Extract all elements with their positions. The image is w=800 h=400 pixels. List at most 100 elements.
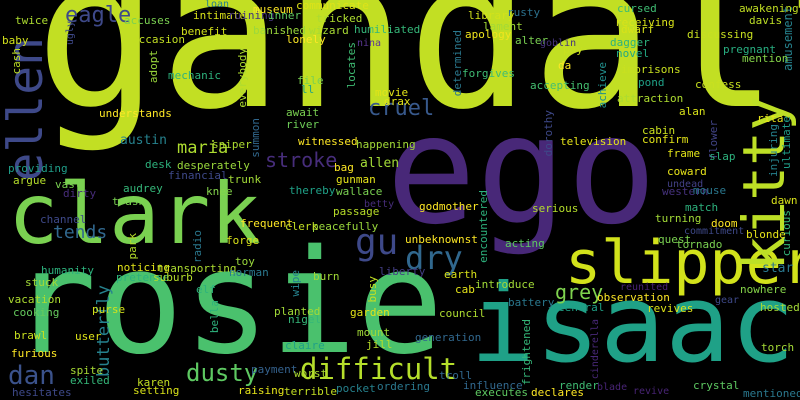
word-forge: forge [226, 234, 260, 247]
word-dirty: dirty [63, 187, 97, 200]
word-vacation: vacation [8, 293, 61, 306]
word-austin: austin [120, 133, 167, 148]
word-spite: spite [70, 364, 104, 377]
word-allen: allen [360, 156, 400, 171]
word-slipper: slipper [565, 228, 800, 298]
word-payment: payment [251, 363, 298, 376]
word-ego: ego [386, 84, 657, 258]
word-goblin: goblin [540, 38, 577, 49]
word-television: television [560, 135, 627, 148]
word-eagle: eagle [65, 3, 132, 28]
word-argue: argue [13, 174, 47, 187]
word-da: da [558, 59, 572, 72]
word-alter: alter [515, 34, 549, 47]
word-declares: declares [531, 386, 584, 399]
word-tornado: tornado [676, 238, 723, 251]
word-serious: serious [532, 202, 579, 215]
word-cooking: cooking [13, 306, 60, 319]
word-nigel: nigel [288, 313, 322, 326]
word-render: render [559, 379, 599, 392]
word-mechanic: mechanic [168, 69, 221, 82]
word-dagger: dagger [610, 36, 650, 49]
word-determined: determined [451, 30, 464, 97]
word-lonely: lonely [286, 33, 326, 46]
word-stuck: stuck [25, 276, 59, 289]
word-twice: twice [15, 14, 49, 27]
word-channel: channel [40, 213, 87, 226]
word-radio: radio [191, 230, 204, 264]
word-liberty: liberty [379, 265, 426, 278]
word-karen: karen [137, 376, 171, 389]
word-gunman: gunman [336, 173, 376, 186]
word-ruining: ruining [228, 9, 275, 22]
word-cruel: cruel [368, 96, 435, 121]
word-ultimate: ultimate [780, 116, 793, 169]
word-accepting: accepting [530, 79, 590, 92]
word-confirm: confirm [642, 133, 689, 146]
word-benefit: benefit [181, 25, 228, 38]
word-doom: doom [711, 217, 738, 230]
word-worst: worst [294, 367, 328, 380]
word-stroke: stroke [265, 148, 338, 172]
word-isaac: isaac [470, 262, 796, 387]
word-novel: novel [616, 47, 650, 60]
word-observation: observation [597, 291, 670, 304]
word-occasion: occasion [132, 33, 185, 46]
word-dry: dry [405, 239, 463, 277]
word-rusty: rusty [507, 6, 541, 19]
word-gu: gu [355, 222, 399, 263]
word-everybody: everybody [236, 48, 249, 108]
word-pond: pond [638, 76, 665, 89]
word-discussing: discussing [687, 28, 754, 41]
word-undead: undead [667, 179, 704, 190]
word-wipe: wipe [289, 270, 302, 297]
word-davis: davis [749, 14, 783, 27]
word-user: user [75, 330, 102, 343]
word-exiled: exiled [70, 374, 110, 387]
word-nina: nina [357, 38, 382, 49]
word-movie: movie [375, 86, 409, 99]
word-humiliated: humiliated [354, 23, 421, 36]
word-central: central [558, 301, 605, 314]
word-grey: grey [555, 280, 604, 304]
word-desperately: desperately [177, 159, 250, 172]
word-revive: revive [633, 386, 670, 397]
word-baby: baby [2, 34, 29, 47]
word-dwarf: dwarf [621, 23, 655, 36]
word-burn: burn [313, 270, 340, 283]
word-terrible: terrible [284, 385, 337, 398]
word-providing: providing [8, 162, 68, 175]
word-rita: rita [757, 112, 784, 125]
word-suburb: suburb [153, 271, 193, 284]
word-peacefully: peacefully [312, 220, 379, 233]
word-witnessed: witnessed [298, 135, 358, 148]
word-injuring: injuring [767, 124, 780, 177]
word-transporting: transporting [157, 262, 237, 275]
word-star: star [762, 261, 794, 276]
word-gandalf: gandalf [35, 0, 800, 155]
word-norman: norman [229, 266, 269, 279]
word-blade: blade [597, 382, 628, 393]
word-ugly: ugly [65, 21, 76, 46]
word-cabin: cabin [642, 124, 676, 137]
word-rosie: rosie [10, 218, 444, 386]
word-turning: turning [655, 212, 702, 225]
word-wizard: wizard [309, 24, 349, 37]
word-file: file [297, 74, 324, 87]
word-river: river [286, 118, 320, 131]
word-lament: lament [483, 20, 523, 33]
word-receiving: receiving [615, 16, 675, 29]
word-maria: maria [177, 138, 229, 158]
word-western: western [662, 185, 709, 198]
word-banished: banished [253, 24, 306, 37]
word-loan: loan [205, 0, 230, 10]
word-executes: executes [475, 386, 528, 399]
word-toy: toy [235, 255, 255, 268]
word-garden: garden [350, 306, 390, 319]
word-ordering: ordering [377, 380, 430, 393]
word-difficult: difficult [300, 352, 458, 386]
word-frequent: frequent [240, 217, 293, 230]
word-match: match [685, 201, 719, 214]
word-dusty: dusty [186, 359, 259, 387]
word-adopt: adopt [147, 50, 160, 84]
